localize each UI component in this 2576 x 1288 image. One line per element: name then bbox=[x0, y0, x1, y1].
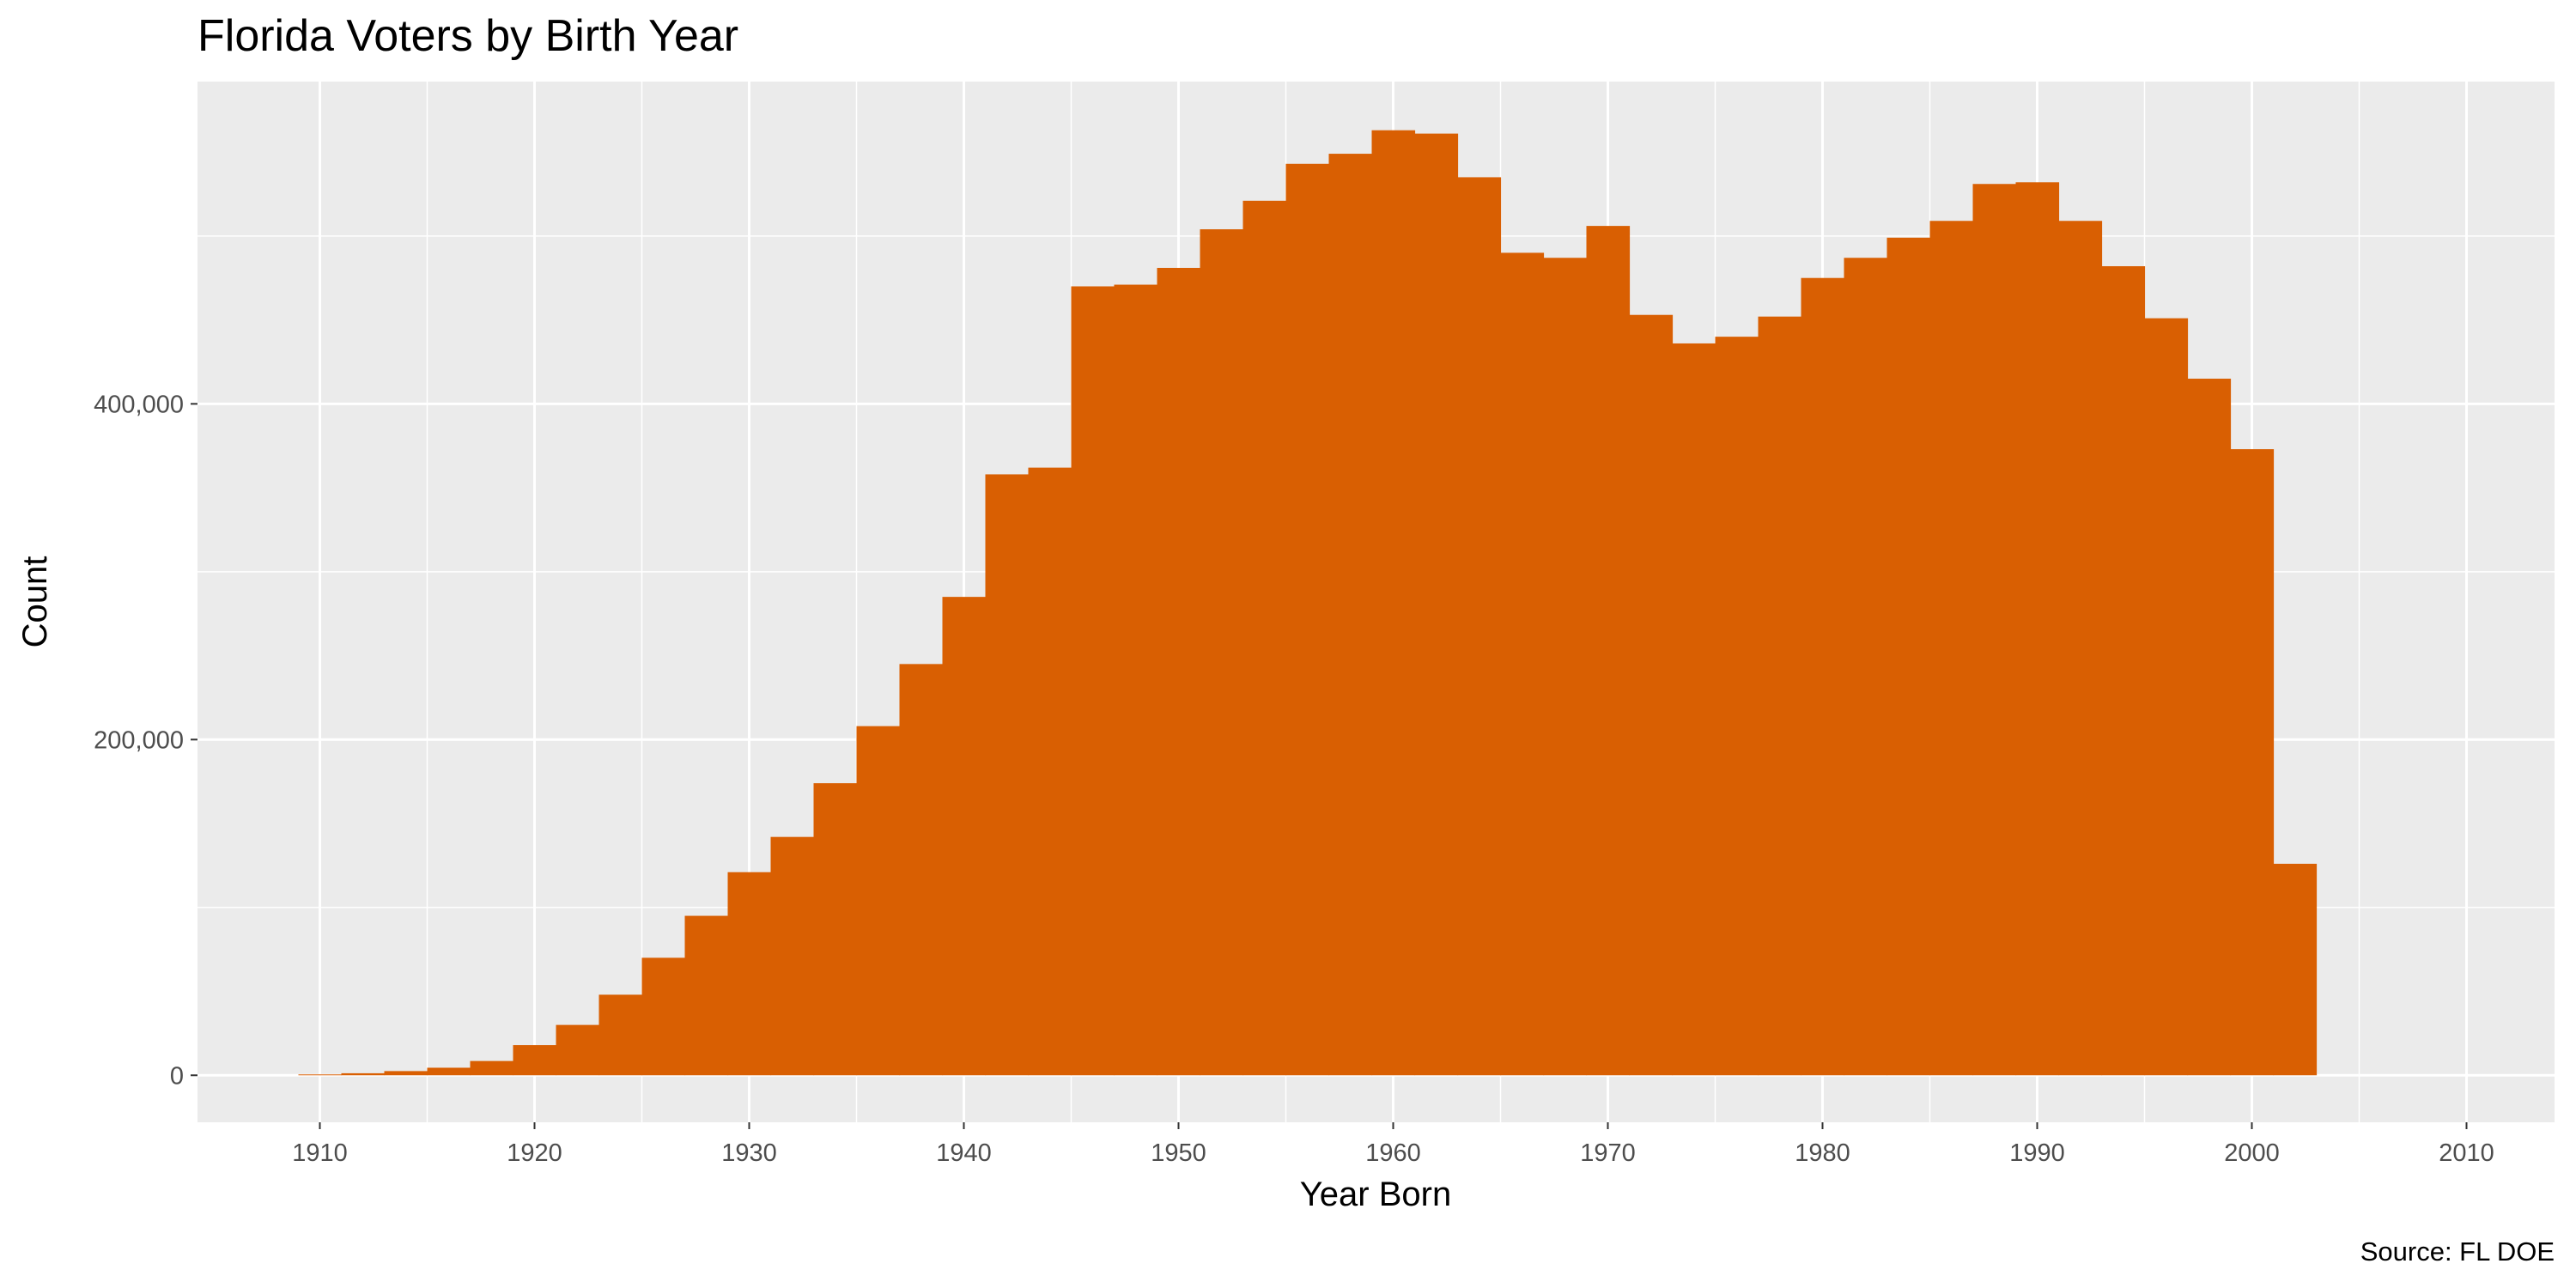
histogram-bar bbox=[1071, 286, 1115, 1076]
histogram-bar bbox=[1328, 154, 1373, 1076]
histogram-bar bbox=[1972, 184, 2017, 1076]
histogram-bar bbox=[341, 1072, 386, 1076]
histogram-bar bbox=[298, 1074, 343, 1076]
histogram-bar bbox=[727, 872, 772, 1076]
histogram-bar bbox=[1414, 133, 1459, 1076]
histogram-bar bbox=[598, 994, 643, 1076]
histogram-bar bbox=[770, 836, 815, 1076]
x-tick-label: 1930 bbox=[721, 1139, 777, 1167]
histogram-bar bbox=[1500, 252, 1545, 1076]
histogram-bar bbox=[1629, 314, 1674, 1076]
histogram-bar bbox=[1200, 229, 1244, 1076]
histogram-bar bbox=[1886, 237, 1931, 1076]
x-tick-label: 1990 bbox=[2009, 1139, 2065, 1167]
x-tick-label: 2000 bbox=[2224, 1139, 2280, 1167]
x-tick-label: 1980 bbox=[1795, 1139, 1850, 1167]
x-tick-label: 1940 bbox=[936, 1139, 992, 1167]
y-axis-title: Count bbox=[16, 556, 54, 648]
histogram-bar bbox=[1758, 316, 1802, 1076]
chart-title: Florida Voters by Birth Year bbox=[197, 11, 738, 61]
histogram-bar bbox=[384, 1071, 428, 1076]
histogram-bar bbox=[470, 1060, 514, 1076]
histogram-bar bbox=[2144, 318, 2189, 1076]
histogram-bar bbox=[942, 597, 987, 1076]
histogram-bar bbox=[2230, 449, 2275, 1076]
histogram-bar bbox=[641, 957, 686, 1076]
x-axis: 1910 1920 1930 1940 1950 1960 1970 1980 1990 2000… bbox=[292, 1122, 2494, 1167]
histogram-bar bbox=[1371, 130, 1416, 1076]
histogram-bar bbox=[985, 474, 1030, 1076]
histogram-bar bbox=[1929, 221, 1974, 1076]
histogram-bar bbox=[2187, 379, 2232, 1076]
histogram-bar bbox=[813, 783, 858, 1076]
source-caption: Source: FL DOE bbox=[2360, 1236, 2555, 1267]
histogram-bar bbox=[1028, 467, 1072, 1076]
histogram-bar bbox=[1672, 343, 1716, 1076]
x-tick-label: 1960 bbox=[1365, 1139, 1421, 1167]
histogram-bar bbox=[684, 915, 729, 1076]
x-tick-label: 2010 bbox=[2439, 1139, 2494, 1167]
histogram-bar bbox=[1242, 200, 1287, 1076]
histogram-bar bbox=[513, 1045, 557, 1076]
histogram-bar bbox=[1285, 163, 1330, 1076]
y-axis: 0 200,000 400,000 bbox=[94, 391, 197, 1090]
histogram-bar bbox=[1586, 226, 1631, 1076]
histogram-bar bbox=[1543, 258, 1588, 1076]
histogram-bar bbox=[556, 1024, 600, 1076]
histogram-bars bbox=[298, 130, 2318, 1076]
histogram-bar bbox=[1801, 277, 1845, 1076]
x-tick-label: 1970 bbox=[1580, 1139, 1636, 1167]
x-tick-label: 1920 bbox=[507, 1139, 562, 1167]
histogram-bar bbox=[1157, 267, 1201, 1076]
histogram-bar bbox=[1715, 337, 1759, 1076]
histogram-bar bbox=[1114, 284, 1158, 1076]
x-tick-label: 1950 bbox=[1151, 1139, 1206, 1167]
y-tick-label: 0 bbox=[170, 1062, 184, 1090]
histogram-bar bbox=[1844, 258, 1888, 1076]
histogram-bar bbox=[2015, 182, 2060, 1076]
y-tick-label: 200,000 bbox=[94, 726, 184, 754]
histogram-bar bbox=[2058, 221, 2103, 1076]
histogram-bar bbox=[899, 664, 944, 1076]
histogram-bar bbox=[856, 726, 901, 1076]
x-tick-label: 1910 bbox=[292, 1139, 348, 1167]
y-tick-label: 400,000 bbox=[94, 391, 184, 418]
histogram-bar bbox=[2101, 266, 2146, 1076]
histogram-bar bbox=[1457, 177, 1502, 1076]
histogram-bar bbox=[2273, 863, 2318, 1076]
histogram-bar bbox=[427, 1067, 471, 1076]
x-axis-title: Year Born bbox=[1300, 1176, 1451, 1213]
